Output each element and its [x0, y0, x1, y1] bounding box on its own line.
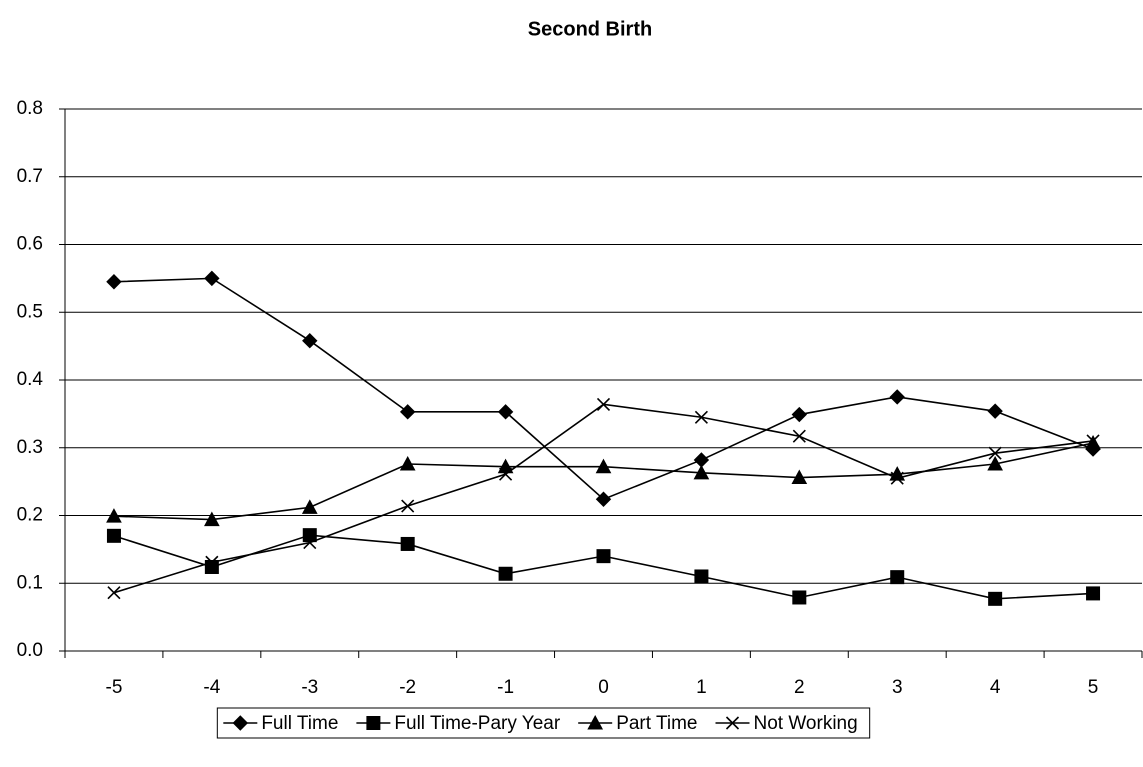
x-tick-label: -3 — [301, 677, 318, 698]
x-tick-label: 2 — [794, 677, 805, 698]
y-tick-label: 0.0 — [17, 640, 43, 661]
legend: Full Time Full Time-Pary Year Part Time Not… — [216, 707, 871, 739]
marker — [595, 491, 612, 507]
marker — [890, 471, 904, 485]
x-tick-label: 5 — [1088, 677, 1099, 698]
marker — [988, 446, 1002, 460]
legend-item: Full Time-Pary Year — [356, 713, 561, 734]
x-tick-label: 4 — [990, 677, 1001, 698]
marker — [301, 499, 318, 514]
legend-item: Full Time — [223, 713, 338, 734]
marker — [204, 270, 220, 287]
x-tick-label: -2 — [399, 677, 416, 698]
marker — [1085, 434, 1101, 450]
x-tick-label: 1 — [696, 677, 707, 698]
x-tick-label: -5 — [106, 677, 123, 698]
marker — [890, 570, 905, 585]
y-tick-label: 0.4 — [17, 369, 44, 390]
legend-marker — [366, 716, 381, 730]
marker — [792, 590, 807, 605]
legend-marker — [725, 716, 740, 730]
marker — [791, 406, 808, 423]
marker — [302, 332, 318, 349]
legend-marker — [587, 714, 604, 730]
marker — [205, 555, 219, 569]
marker — [497, 404, 514, 420]
y-tick-label: 0.8 — [17, 98, 43, 119]
marker — [791, 469, 808, 485]
marker — [1086, 586, 1101, 601]
marker — [107, 586, 121, 600]
marker — [596, 549, 611, 564]
series-line — [113, 534, 1094, 600]
marker — [106, 528, 121, 543]
y-tick-label: 0.6 — [17, 234, 43, 255]
marker — [694, 569, 709, 584]
marker — [792, 429, 806, 443]
y-tick-label: 0.3 — [17, 437, 43, 458]
marker — [595, 458, 612, 474]
marker — [106, 274, 122, 290]
legend-label: Part Time — [616, 713, 697, 734]
marker — [399, 404, 416, 420]
legend-box — [216, 707, 871, 739]
marker — [399, 455, 416, 471]
marker — [106, 508, 122, 523]
marker — [400, 536, 415, 551]
marker — [988, 591, 1003, 606]
series-line — [113, 442, 1094, 521]
legend-label: Full Time — [261, 713, 338, 734]
marker — [302, 528, 317, 543]
y-tick-label: 0.7 — [17, 166, 43, 187]
marker — [987, 455, 1003, 471]
y-tick-label: 0.5 — [17, 301, 43, 322]
legend-label: Not Working — [754, 713, 858, 734]
marker — [596, 397, 611, 411]
marker — [499, 467, 513, 481]
y-tick-label: 0.1 — [17, 572, 43, 593]
legend-label: Full Time-Pary Year — [394, 713, 560, 734]
x-tick-label: -1 — [497, 677, 514, 698]
y-tick-label: 0.2 — [17, 505, 43, 526]
marker — [204, 511, 220, 527]
marker — [401, 499, 415, 513]
x-tick-label: 0 — [598, 677, 609, 698]
x-tick-label: -4 — [203, 677, 220, 698]
chart-title: Second Birth — [528, 18, 652, 40]
marker — [1086, 434, 1100, 448]
legend-item: Part Time — [578, 713, 698, 734]
marker — [693, 464, 710, 480]
marker — [497, 458, 514, 474]
x-tick-label: 3 — [892, 677, 903, 698]
marker — [303, 536, 317, 550]
marker — [889, 389, 905, 405]
marker — [498, 566, 513, 581]
legend-item: Not Working — [715, 713, 858, 734]
marker — [694, 410, 708, 424]
marker — [987, 403, 1003, 419]
legend-marker — [232, 715, 249, 731]
